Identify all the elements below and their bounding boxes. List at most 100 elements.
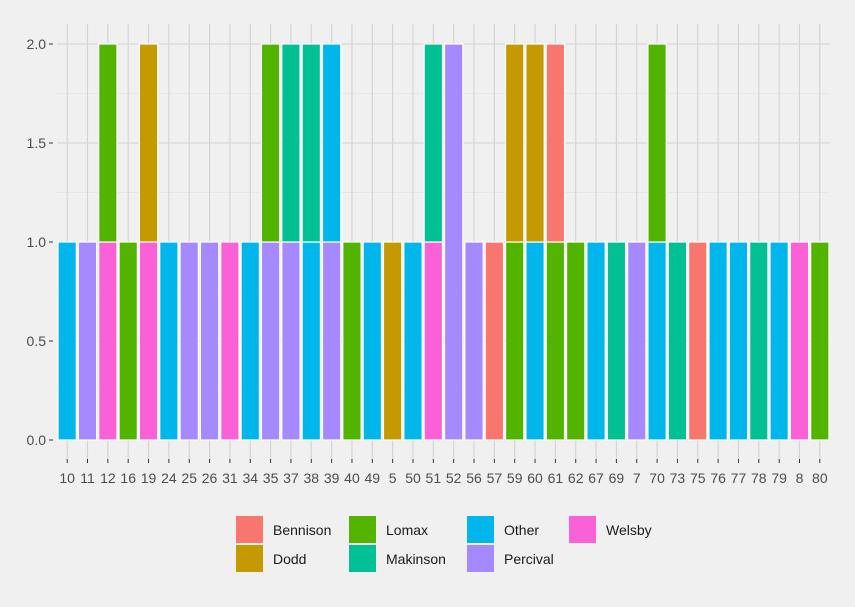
bar-segment-other-50 <box>403 241 423 441</box>
bar-segment-bennison-57 <box>484 241 505 441</box>
bar-segment-makinson-37 <box>281 43 301 243</box>
bar-segment-dodd-19 <box>138 43 159 243</box>
bar-segment-percival-37 <box>281 241 301 441</box>
x-tick-label: 67 <box>588 470 604 486</box>
legend-item-welsby: Welsby <box>569 516 652 543</box>
x-tick-label: 31 <box>222 470 238 486</box>
x-tick-label: 56 <box>466 470 482 486</box>
bar-segment-makinson-51 <box>423 43 444 243</box>
x-tick-label: 10 <box>59 470 75 486</box>
x-tick-label: 8 <box>796 470 804 486</box>
bar-segment-other-67 <box>586 241 606 441</box>
bar-segment-makinson-78 <box>749 241 769 441</box>
bar-segment-makinson-73 <box>667 241 688 441</box>
x-tick-label: 59 <box>507 470 523 486</box>
legend-label: Percival <box>504 551 554 567</box>
x-tick-label: 49 <box>365 470 381 486</box>
legend-item-percival: Percival <box>467 545 554 572</box>
bar-segment-makinson-69 <box>606 241 627 441</box>
x-tick-label: 35 <box>263 470 279 486</box>
legend: Bennison Dodd Lomax Makinson Other Percival We… <box>236 516 652 572</box>
bar-segment-other-70 <box>647 241 667 441</box>
bar-segment-lomax-62 <box>565 241 586 441</box>
x-tick-label: 62 <box>568 470 584 486</box>
x-tick-label: 60 <box>527 470 543 486</box>
legend-item-makinson: Makinson <box>349 545 446 572</box>
bar-segment-percival-56 <box>464 241 484 441</box>
x-tick-label: 26 <box>202 470 218 486</box>
legend-key <box>467 516 494 543</box>
legend-key <box>349 545 376 572</box>
x-tick-label: 73 <box>670 470 686 486</box>
bar-segment-other-79 <box>769 241 789 441</box>
x-tick-label: 34 <box>242 470 258 486</box>
legend-key <box>467 545 494 572</box>
bar-segment-welsby-12 <box>98 241 118 441</box>
legend-label: Other <box>504 522 539 538</box>
x-tick-label: 70 <box>649 470 665 486</box>
legend-item-bennison: Bennison <box>236 516 331 543</box>
bar-segment-other-49 <box>362 241 383 441</box>
legend-key <box>236 516 263 543</box>
y-tick-label: 1.0 <box>27 234 47 250</box>
legend-key <box>236 545 263 572</box>
bar-segment-percival-35 <box>260 241 281 441</box>
y-tick-label: 0.0 <box>27 432 47 448</box>
bar-segment-lomax-59 <box>504 241 525 441</box>
y-tick-label: 0.5 <box>27 333 47 349</box>
x-tick-label: 11 <box>80 470 95 486</box>
bar-segment-percival-11 <box>77 241 98 441</box>
x-tick-label: 19 <box>141 470 157 486</box>
y-tick-label: 2.0 <box>27 36 47 52</box>
bar-segment-welsby-51 <box>423 241 444 441</box>
bars <box>57 43 830 441</box>
bar-segment-lomax-40 <box>342 241 362 441</box>
bar-segment-percival-7 <box>626 241 647 441</box>
bar-segment-bennison-75 <box>688 241 708 441</box>
bar-segment-other-38 <box>301 241 322 441</box>
x-tick-label: 77 <box>731 470 747 486</box>
y-tick-label: 1.5 <box>27 135 47 151</box>
bar-segment-dodd-59 <box>504 43 525 243</box>
bar-segment-dodd-60 <box>525 43 545 243</box>
x-tick-label: 38 <box>303 470 319 486</box>
bar-segment-other-34 <box>240 241 261 441</box>
bar-segment-percival-52 <box>443 43 464 441</box>
x-tick-label: 80 <box>812 470 828 486</box>
bar-segment-welsby-19 <box>138 241 159 441</box>
y-axis: 0.0 0.5 1.0 1.5 2.0 <box>27 36 53 448</box>
bar-segment-lomax-70 <box>647 43 667 243</box>
x-tick-label: 57 <box>487 470 503 486</box>
legend-label: Bennison <box>273 522 331 538</box>
bar-segment-percival-25 <box>179 241 199 441</box>
x-tick-label: 75 <box>690 470 706 486</box>
x-axis: 10 11 12 16 19 24 25 26 31 34 35 37 38 39 40 49 5 50 51 52 5… <box>59 459 828 486</box>
bar-segment-lomax-12 <box>98 43 118 243</box>
bar-segment-percival-26 <box>199 241 220 441</box>
x-tick-label: 39 <box>324 470 340 486</box>
x-tick-label: 61 <box>548 470 564 486</box>
bar-segment-makinson-38 <box>301 43 322 243</box>
legend-item-dodd: Dodd <box>236 545 306 572</box>
legend-item-lomax: Lomax <box>349 516 428 543</box>
bar-segment-other-39 <box>321 43 342 243</box>
bar-segment-bennison-61 <box>545 43 566 243</box>
x-tick-label: 50 <box>405 470 421 486</box>
bar-segment-other-76 <box>708 241 728 441</box>
legend-item-other: Other <box>467 516 539 543</box>
x-tick-label: 51 <box>426 470 442 486</box>
legend-label: Makinson <box>386 551 446 567</box>
bar-segment-dodd-5 <box>382 241 403 441</box>
legend-label: Welsby <box>606 522 652 538</box>
bar-segment-percival-39 <box>321 241 342 441</box>
x-tick-label: 79 <box>771 470 787 486</box>
bar-segment-welsby-31 <box>220 241 240 441</box>
bar-segment-other-24 <box>159 241 179 441</box>
x-tick-label: 37 <box>283 470 299 486</box>
legend-key <box>349 516 376 543</box>
bar-segment-lomax-35 <box>260 43 281 243</box>
x-tick-label: 78 <box>751 470 767 486</box>
legend-label: Lomax <box>386 522 428 538</box>
bar-segment-welsby-8 <box>789 241 810 441</box>
x-tick-label: 69 <box>609 470 625 486</box>
